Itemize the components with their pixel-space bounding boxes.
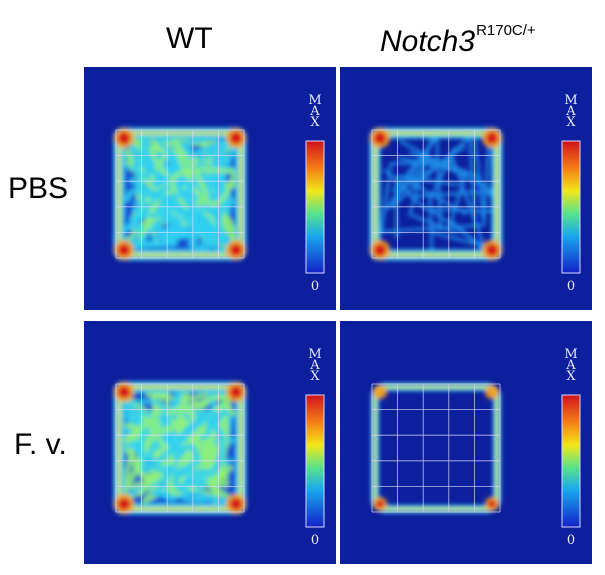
colorbar-min-label: 0: [567, 279, 575, 294]
colorbar-max-label: M: [308, 347, 321, 362]
mutant-allele-superscript: R170C/+: [476, 22, 536, 39]
colorbar-max-label: M: [308, 93, 321, 108]
activity-heat: [371, 383, 501, 513]
colorbar: [561, 394, 581, 528]
colorbar-min-label: 0: [311, 279, 319, 294]
colorbar-max-label: M: [564, 347, 577, 362]
activity-heat: [113, 381, 247, 515]
activity-heat: [111, 127, 247, 261]
arena-grid: [371, 383, 501, 513]
heatmap-image: MAX 0: [84, 67, 336, 310]
column-title-wt: WT: [166, 22, 213, 55]
colorbar-max-label: A: [309, 104, 320, 119]
colorbar-max-label: A: [565, 104, 576, 119]
colorbar-max-label: X: [566, 369, 576, 384]
colorbar-max-label: X: [310, 115, 320, 130]
heatmap-image: MAX 0: [84, 321, 336, 564]
colorbar-min-label: 0: [567, 533, 575, 548]
heatmap-image: MAX 0: [340, 67, 592, 310]
colorbar-max-label: M: [564, 93, 577, 108]
activity-heat: [369, 127, 503, 261]
arena-grid: [115, 129, 245, 259]
colorbar-max-label: A: [309, 358, 320, 373]
mutant-gene-name: Notch3: [380, 25, 476, 58]
heatmap-image: MAX 0: [340, 321, 592, 564]
row-label-fv: F. v.: [14, 428, 67, 461]
colorbar-max-label: X: [310, 369, 320, 384]
column-title-mutant: Notch3R170C/+: [380, 22, 536, 59]
colorbar-max-label: X: [566, 115, 576, 130]
arena-grid: [371, 129, 501, 259]
colorbar-max-label: A: [565, 358, 576, 373]
colorbar: [305, 394, 325, 528]
colorbar: [561, 140, 581, 274]
colorbar: [305, 140, 325, 274]
row-label-pbs: PBS: [8, 172, 69, 205]
arena-grid: [115, 383, 245, 513]
colorbar-min-label: 0: [311, 533, 319, 548]
